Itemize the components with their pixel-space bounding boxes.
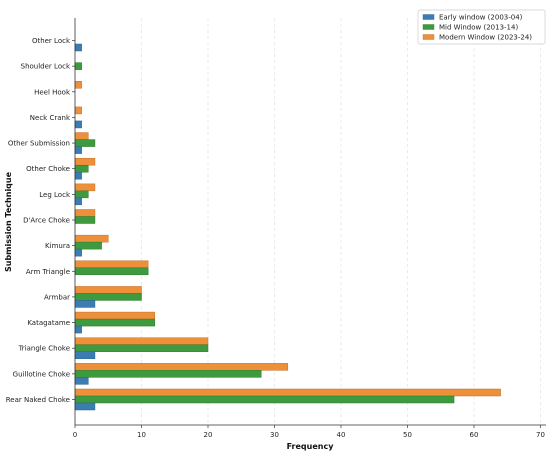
bar-mid <box>74 139 96 147</box>
bar-early <box>74 402 96 411</box>
bar-early <box>74 120 82 129</box>
legend-box <box>417 9 546 45</box>
bar-early <box>74 325 82 334</box>
legend-label-early: Early window (2003-04) <box>439 14 523 22</box>
bar-mid <box>74 190 89 199</box>
bar-modern <box>74 311 156 320</box>
y-tick-label: Other Lock <box>32 37 71 45</box>
grid-lines <box>141 18 541 425</box>
legend-swatch-early <box>422 14 435 20</box>
y-tick-label: Rear Naked Choke <box>6 396 70 404</box>
legend: Early window (2003-04) Mid Window (2013-… <box>417 9 546 45</box>
bar-modern <box>74 234 109 243</box>
bar-modern <box>74 157 96 166</box>
x-tick-label: 0 <box>73 431 77 439</box>
bar-mid <box>74 370 262 378</box>
y-tick-label: Triangle Choke <box>18 345 70 353</box>
x-tick-labels: 0 10 20 30 40 50 60 70 <box>73 425 545 439</box>
bar-modern <box>74 183 96 192</box>
bar-modern <box>74 363 289 371</box>
x-tick-label: 40 <box>337 431 346 439</box>
bar-mid <box>74 241 102 250</box>
y-tick-label: Arm Triangle <box>26 268 70 276</box>
y-axis-label: Submission Technique <box>4 171 13 272</box>
bar-modern <box>74 286 142 294</box>
bar-mid <box>74 164 89 173</box>
bar-early <box>74 171 82 180</box>
bar-modern <box>74 337 209 345</box>
bar-modern <box>74 132 89 140</box>
y-tick-label: Kimura <box>45 242 70 250</box>
legend-label-mid: Mid Window (2013-14) <box>439 24 518 32</box>
x-axis-label: Frequency <box>287 442 335 451</box>
bar-mid <box>74 293 142 301</box>
bar-mid <box>74 216 96 224</box>
y-tick-labels: Other Lock Shoulder Lock Heel Hook Neck Cra… <box>6 37 75 404</box>
bar-early <box>74 248 82 257</box>
bar-modern <box>74 81 82 89</box>
legend-swatch-mid <box>422 24 435 30</box>
bar-mid <box>74 395 455 404</box>
bar-mid <box>74 344 209 352</box>
bar-early <box>74 300 96 308</box>
bar-early <box>74 377 89 385</box>
bar-early <box>74 351 96 359</box>
bar-modern <box>74 260 149 269</box>
x-tick-label: 50 <box>403 431 412 439</box>
bar-mid <box>74 318 156 327</box>
bar-early <box>74 197 82 206</box>
bar-early <box>74 43 82 52</box>
legend-swatch-modern <box>422 34 435 40</box>
y-tick-label: Shoulder Lock <box>21 63 71 71</box>
bar-modern <box>74 106 82 115</box>
y-tick-label: Heel Hook <box>34 88 71 96</box>
y-tick-label: D'Arce Choke <box>23 217 70 225</box>
y-tick-label: Guillotine Choke <box>13 370 70 378</box>
legend-label-modern: Modern Window (2023-24) <box>439 34 532 42</box>
y-tick-label: Katagatame <box>27 319 70 327</box>
x-tick-label: 30 <box>270 431 279 439</box>
bar-mid <box>74 267 149 276</box>
y-tick-label: Leg Lock <box>39 191 71 199</box>
bar-early <box>74 146 82 154</box>
x-tick-label: 70 <box>536 431 545 439</box>
x-tick-label: 60 <box>470 431 479 439</box>
bars-group <box>74 43 501 411</box>
y-tick-label: Other Choke <box>26 165 70 173</box>
y-tick-label: Other Submission <box>8 140 70 148</box>
bar-mid <box>74 62 82 70</box>
y-tick-label: Armbar <box>44 293 70 301</box>
bar-modern <box>74 388 501 397</box>
x-tick-label: 10 <box>137 431 146 439</box>
bar-modern <box>74 209 96 217</box>
y-tick-label: Neck Crank <box>30 114 71 122</box>
x-tick-label: 20 <box>204 431 213 439</box>
